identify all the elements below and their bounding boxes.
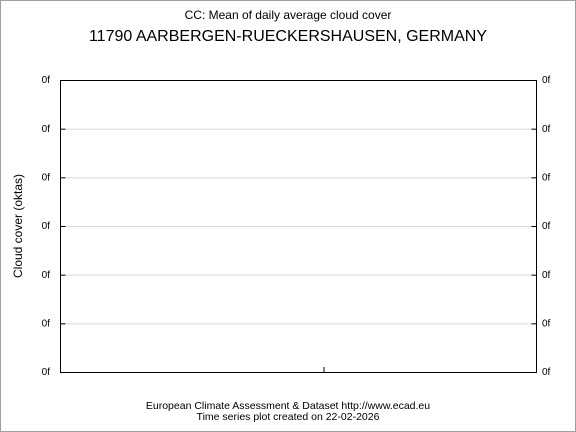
footer: Time series plot created on 22-02-2026 — [197, 411, 380, 423]
footer: European Climate Assessment & Dataset ht… — [146, 400, 430, 412]
y-tick-label: 0f — [42, 172, 51, 183]
y2-tick-label: 0f — [542, 318, 551, 329]
y-tick-label: 0f — [42, 270, 51, 281]
y2-tick-label: 0f — [542, 124, 551, 135]
chart-subtitle: 11790 AARBERGEN-RUECKERSHAUSEN, GERMANY — [89, 28, 487, 45]
y2-tick-label: 0f — [542, 75, 551, 86]
y2-tick-label: 0f — [542, 172, 551, 183]
y-tick-label: 0f — [42, 318, 51, 329]
y-tick-label: 0f — [42, 221, 51, 232]
y2-tick-label: 0f — [542, 221, 551, 232]
y-axis-label: Cloud cover (oktas) — [11, 174, 25, 278]
y-tick-label: 0f — [42, 75, 51, 86]
y-tick-label: 0f — [42, 124, 51, 135]
y-tick-label: 0f — [42, 367, 51, 378]
y2-tick-label: 0f — [542, 270, 551, 281]
chart-title: CC: Mean of daily average cloud cover — [185, 8, 392, 22]
y2-tick-label: 0f — [542, 367, 551, 378]
